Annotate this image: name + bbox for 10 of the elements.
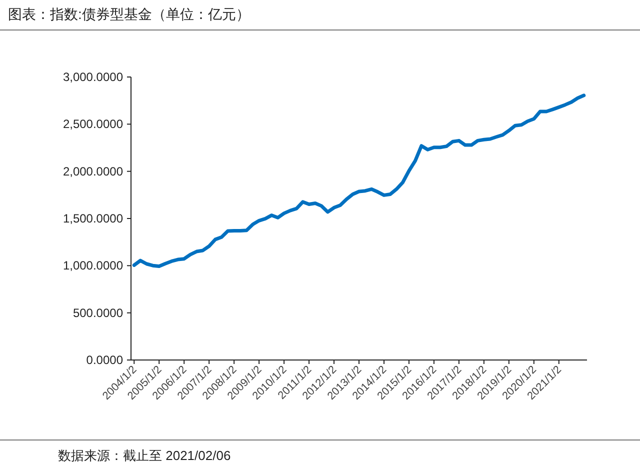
y-tick-label: 0.0000 (86, 353, 124, 367)
y-tick-label: 2,000.0000 (62, 164, 124, 178)
line-series (132, 94, 586, 268)
y-tick-label: 2,500.0000 (62, 117, 124, 132)
y-tick-label: 3,000.0000 (62, 70, 124, 84)
y-tick-label: 1,500.0000 (62, 212, 124, 226)
source-note: 数据来源：截止至 2021/02/06 (58, 448, 231, 463)
y-tick-label: 1,000.0000 (62, 258, 124, 273)
chart-title: 图表：指数:债券型基金（单位：亿元） (8, 6, 250, 22)
y-tick-label: 500.0000 (72, 306, 124, 320)
